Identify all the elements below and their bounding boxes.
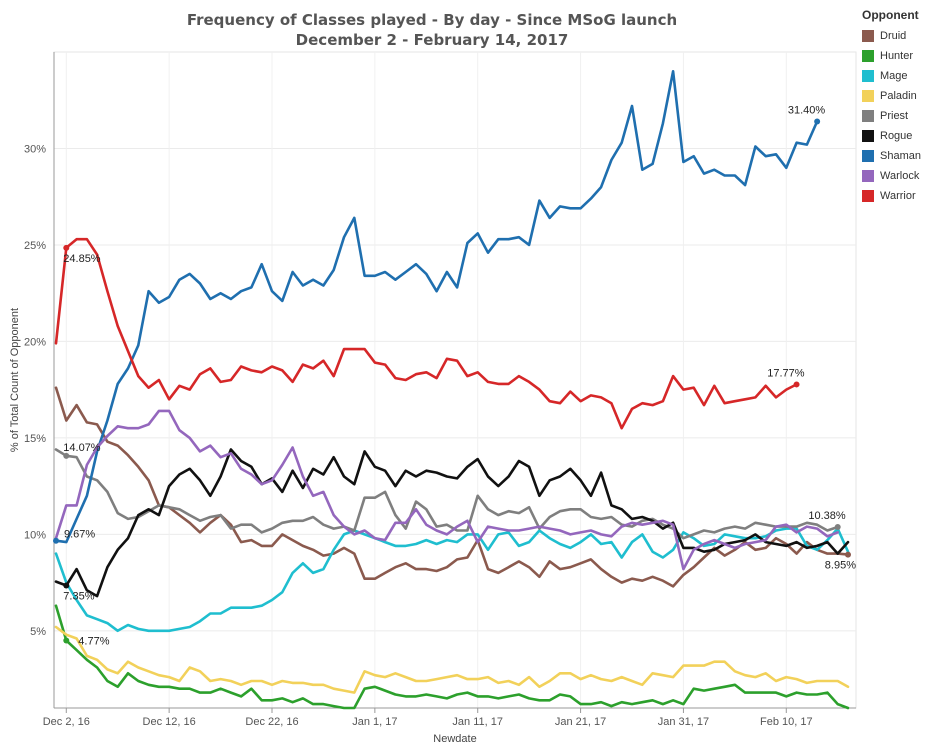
legend-item-druid[interactable]: Druid [862,26,944,46]
legend-swatch [862,150,874,162]
marker-rogue [63,582,70,589]
chart-title: Frequency of Classes played - By day - S… [0,10,864,50]
marker-shaman [814,118,821,125]
x-tick-label: Jan 21, 17 [555,716,606,728]
data-label: 14.07% [63,442,101,454]
legend-label: Priest [880,110,909,122]
legend-item-paladin[interactable]: Paladin [862,86,944,106]
marker-shaman [53,537,59,544]
legend-item-mage[interactable]: Mage [862,66,944,86]
y-tick-label: 20% [24,336,46,348]
marker-warrior [63,244,70,251]
legend-item-priest[interactable]: Priest [862,106,944,126]
series-line-druid [54,386,850,588]
axes: 5% 10% 15% 20% 25% 30% Dec 2, 16 Dec 12, 16 Dec … [9,52,856,745]
legend-label: Mage [880,70,908,82]
legend-item-warlock[interactable]: Warlock [862,166,944,186]
x-tick-label: Jan 31, 17 [658,716,709,728]
gridlines [53,51,857,709]
legend-label: Shaman [880,150,921,162]
data-label: 4.77% [78,635,109,647]
legend-swatch [862,130,874,142]
chart-subtitle: December 2 - February 14, 2017 [295,31,569,49]
legend-swatch [862,70,874,82]
y-tick-label: 5% [30,626,46,638]
series-line-mage [54,527,850,633]
y-tick-label: 25% [24,240,46,252]
legend-swatch [862,190,874,202]
x-tick-label: Feb 10, 17 [760,716,813,728]
y-axis-title: % of Total Count of Opponent [9,308,21,452]
y-tick-label: 10% [24,529,46,541]
legend-item-rogue[interactable]: Rogue [862,126,944,146]
series-lines [54,70,850,710]
legend-label: Warlock [880,170,920,182]
data-labels: 24.85% 14.07% 9.67% 7.35% 4.77% 31.40% 17.77% 1… [63,104,856,647]
series-line-rogue [54,448,850,598]
x-tick-label: Jan 1, 17 [352,716,397,728]
marker-priest [63,452,70,459]
series-line-priest [54,448,840,540]
legend-swatch [862,50,874,62]
data-label: 17.77% [767,367,805,379]
legend-swatch [862,170,874,182]
chart-title-line1: Frequency of Classes played - By day - S… [186,11,678,29]
legend-item-warrior[interactable]: Warrior [862,186,944,206]
legend-label: Hunter [880,50,914,62]
series-line-warlock [54,409,840,571]
x-tick-label: Dec 12, 16 [143,716,196,728]
data-label: 9.67% [64,529,95,541]
y-tick-label: 15% [24,433,46,445]
x-tick-label: Dec 22, 16 [245,716,298,728]
x-tick-label: Jan 11, 17 [452,716,503,728]
data-label: 24.85% [63,253,101,265]
data-label: 7.35% [63,590,94,602]
legend-label: Paladin [880,90,917,102]
marker-priest [834,524,841,531]
plot-area-border [53,51,857,709]
legend-swatch [862,110,874,122]
legend-item-shaman[interactable]: Shaman [862,146,944,166]
legend-label: Warrior [880,190,916,202]
legend-label: Druid [880,30,907,42]
series-line-hunter [54,604,850,710]
series-line-warrior [54,237,798,430]
legend: Opponent Druid Hunter Mage Paladin Priest Rog… [862,8,944,206]
legend-swatch [862,90,874,102]
legend-label: Rogue [880,130,913,142]
marker-druid [845,551,851,558]
legend-swatch [862,30,874,42]
data-label: 8.95% [825,560,856,572]
legend-item-hunter[interactable]: Hunter [862,46,944,66]
marker-hunter [63,637,70,644]
end-markers [53,118,851,644]
series-line-shaman [54,70,819,544]
data-label: 31.40% [788,104,826,116]
x-axis-title: Newdate [433,733,476,745]
series-line-paladin [54,625,850,694]
data-label: 10.38% [808,510,846,522]
y-tick-label: 30% [24,143,46,155]
legend-title: Opponent [862,8,919,22]
legend-items: Druid Hunter Mage Paladin Priest Rogue Shaman W… [862,26,944,206]
marker-warrior [793,381,800,388]
x-tick-label: Dec 2, 16 [43,716,90,728]
